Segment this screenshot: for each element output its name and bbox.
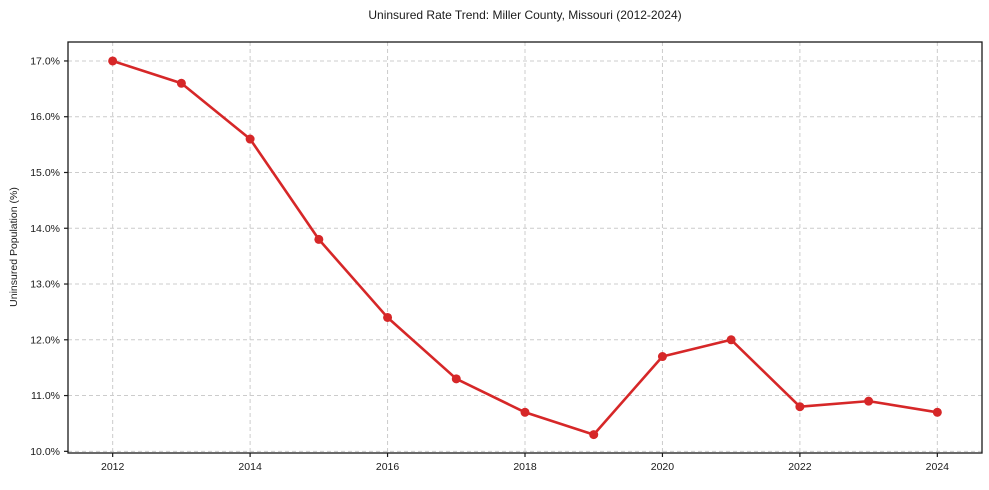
y-tick-label: 14.0% [30, 223, 60, 235]
y-tick-label: 13.0% [30, 279, 60, 291]
data-point-2022 [795, 402, 805, 412]
data-point-2021 [726, 335, 736, 345]
data-point-2024 [932, 407, 942, 417]
x-tick-label: 2020 [651, 461, 675, 473]
y-tick-label: 10.0% [30, 446, 60, 458]
x-tick-label: 2024 [926, 461, 950, 473]
y-tick-label: 17.0% [30, 55, 60, 67]
y-tick-label: 11.0% [31, 390, 60, 402]
data-point-2019 [589, 430, 599, 440]
x-tick-label: 2014 [238, 461, 262, 473]
data-point-2020 [657, 352, 667, 362]
chart-title: Uninsured Rate Trend: Miller County, Mis… [368, 8, 682, 22]
data-point-2018 [520, 407, 530, 417]
data-point-2013 [176, 78, 186, 88]
y-tick-label: 15.0% [30, 167, 60, 179]
data-point-2023 [864, 396, 874, 406]
data-point-2015 [314, 234, 324, 244]
data-point-2016 [383, 312, 393, 322]
y-tick-label: 16.0% [30, 111, 60, 123]
x-tick-label: 2012 [101, 461, 125, 473]
data-point-2017 [451, 374, 461, 384]
x-tick-label: 2018 [513, 461, 537, 473]
data-point-2014 [245, 134, 255, 144]
data-point-2012 [108, 56, 118, 66]
y-tick-label: 12.0% [30, 334, 60, 346]
x-tick-label: 2016 [376, 461, 400, 473]
x-tick-label: 2022 [788, 461, 812, 473]
